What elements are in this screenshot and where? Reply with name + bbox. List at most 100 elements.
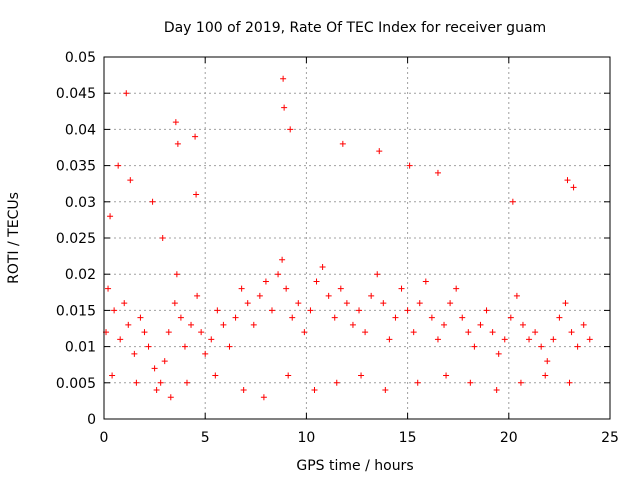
data-point [188,321,195,328]
data-point [465,329,472,336]
data-point [281,104,288,111]
data-point [133,379,140,386]
data-point [287,126,294,133]
data-point [453,285,460,292]
data-point [279,256,286,263]
data-point [459,314,466,321]
data-point [109,372,116,379]
grid-lines [104,57,610,419]
data-point [159,235,166,241]
data-point [117,336,124,343]
data-point [151,365,158,372]
data-point [232,314,239,321]
data-point [337,285,344,292]
data-point [301,329,308,336]
data-point [422,278,429,285]
data-point [410,329,417,336]
data-point [262,278,269,285]
data-point [319,263,326,270]
data-point [507,314,514,321]
data-point [172,119,179,126]
data-point [311,387,318,394]
x-tick-label: 15 [399,430,417,446]
data-point [493,387,500,394]
data-point [127,177,134,184]
data-point [566,379,573,386]
data-point [313,278,320,285]
data-point [268,307,275,314]
data-point [374,271,381,278]
y-tick-label: 0 [87,412,96,428]
data-point [285,372,292,379]
data-point [193,191,200,198]
y-axis-label: ROTI / TECUs [6,192,22,284]
data-point [339,140,346,147]
data-point [131,350,138,357]
data-point [238,285,245,292]
data-point [107,213,114,220]
data-point [153,387,160,394]
data-point [580,321,587,328]
data-point [501,336,508,343]
data-point [404,307,411,314]
data-point [325,292,332,299]
data-points [103,75,593,401]
data-point [137,314,144,321]
y-tick-label: 0.035 [56,159,96,175]
data-point [173,271,180,278]
data-point [398,285,405,292]
data-point [208,336,215,343]
data-point [519,321,526,328]
data-point [111,307,118,314]
data-point [256,292,263,299]
data-point [240,387,247,394]
y-tick-label: 0.025 [56,231,96,247]
data-point [467,379,474,386]
x-axis-label: GPS time / hours [296,458,413,474]
x-tick-label: 20 [500,430,518,446]
data-point [181,343,188,350]
x-tick-label: 5 [201,430,210,446]
data-point [333,379,340,386]
data-point [165,329,172,336]
y-tick-label: 0.02 [65,267,96,283]
data-point [123,90,130,97]
data-point [171,300,178,307]
data-point [280,75,287,82]
data-point [343,300,350,307]
x-tick-label: 25 [601,430,619,446]
y-tick-label: 0.03 [65,195,96,211]
data-point [392,314,399,321]
x-tick-label: 0 [100,430,109,446]
data-point [368,292,375,299]
y-tick-label: 0.05 [65,50,96,66]
data-point [149,198,156,205]
data-point [564,177,571,184]
data-point [443,372,450,379]
data-point [416,300,423,307]
data-point [570,184,577,191]
data-point [441,321,448,328]
data-point [489,329,496,336]
data-point [349,321,356,328]
axis-ticks: 0 0.005 0.01 0.015 0.02 0.025 0.03 0.035 0.04 0.0… [56,50,619,446]
data-point [544,358,551,365]
data-point [483,307,490,314]
data-point [434,169,441,176]
data-point [214,307,221,314]
data-point [380,300,387,307]
data-point [125,321,132,328]
y-tick-label: 0.045 [56,86,96,102]
data-point [434,336,441,343]
data-point [495,350,502,357]
data-point [250,321,257,328]
data-point [161,358,168,365]
data-point [517,379,524,386]
data-point [141,329,148,336]
y-tick-label: 0.04 [65,122,96,138]
data-point [145,343,152,350]
data-point [513,292,520,299]
data-point [202,350,209,357]
data-point [226,343,233,350]
